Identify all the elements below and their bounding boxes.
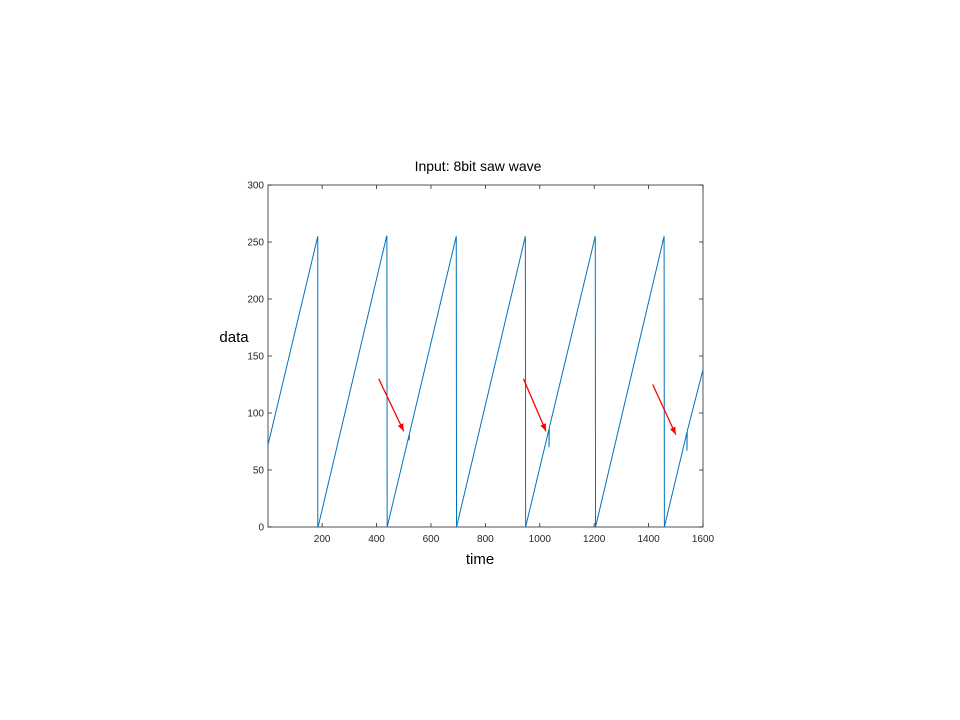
chart-title: Input: 8bit saw wave (415, 158, 542, 174)
x-axis: 200 400 600 800 1000 1200 1400 1600 (314, 185, 715, 545)
annotation-arrow (378, 378, 405, 432)
annotation-layer (378, 378, 677, 435)
series-layer (267, 235, 704, 528)
y-tick-label: 250 (247, 238, 264, 249)
arrow-head (397, 423, 404, 432)
y-tick-label: 150 (247, 352, 264, 363)
arrow-head (540, 423, 547, 432)
series-line (267, 235, 704, 528)
x-tick-label: 1400 (637, 534, 660, 545)
arrow-head (669, 426, 676, 435)
y-axis: 0 50 100 150 200 250 300 (247, 181, 703, 534)
plot-area (267, 184, 704, 528)
y-tick-label: 0 (258, 523, 264, 534)
arrow-shaft (522, 378, 547, 432)
x-axis-label: time (466, 551, 494, 568)
arrow-shaft (652, 384, 677, 435)
arrow-shaft (378, 378, 405, 432)
x-tick-label: 600 (423, 534, 440, 545)
y-tick-label: 200 (247, 295, 264, 306)
x-tick-label: 1000 (529, 534, 552, 545)
y-tick-label: 100 (247, 409, 264, 420)
x-tick-label: 800 (477, 534, 494, 545)
annotation-arrow (522, 378, 547, 432)
x-tick-label: 400 (368, 534, 385, 545)
y-axis-label: data (219, 329, 249, 346)
x-tick-label: 1600 (692, 534, 715, 545)
x-tick-label: 200 (314, 534, 331, 545)
x-tick-label: 1200 (583, 534, 606, 545)
annotation-arrow (652, 384, 677, 435)
y-tick-label: 50 (253, 466, 265, 477)
y-tick-label: 300 (247, 181, 264, 192)
